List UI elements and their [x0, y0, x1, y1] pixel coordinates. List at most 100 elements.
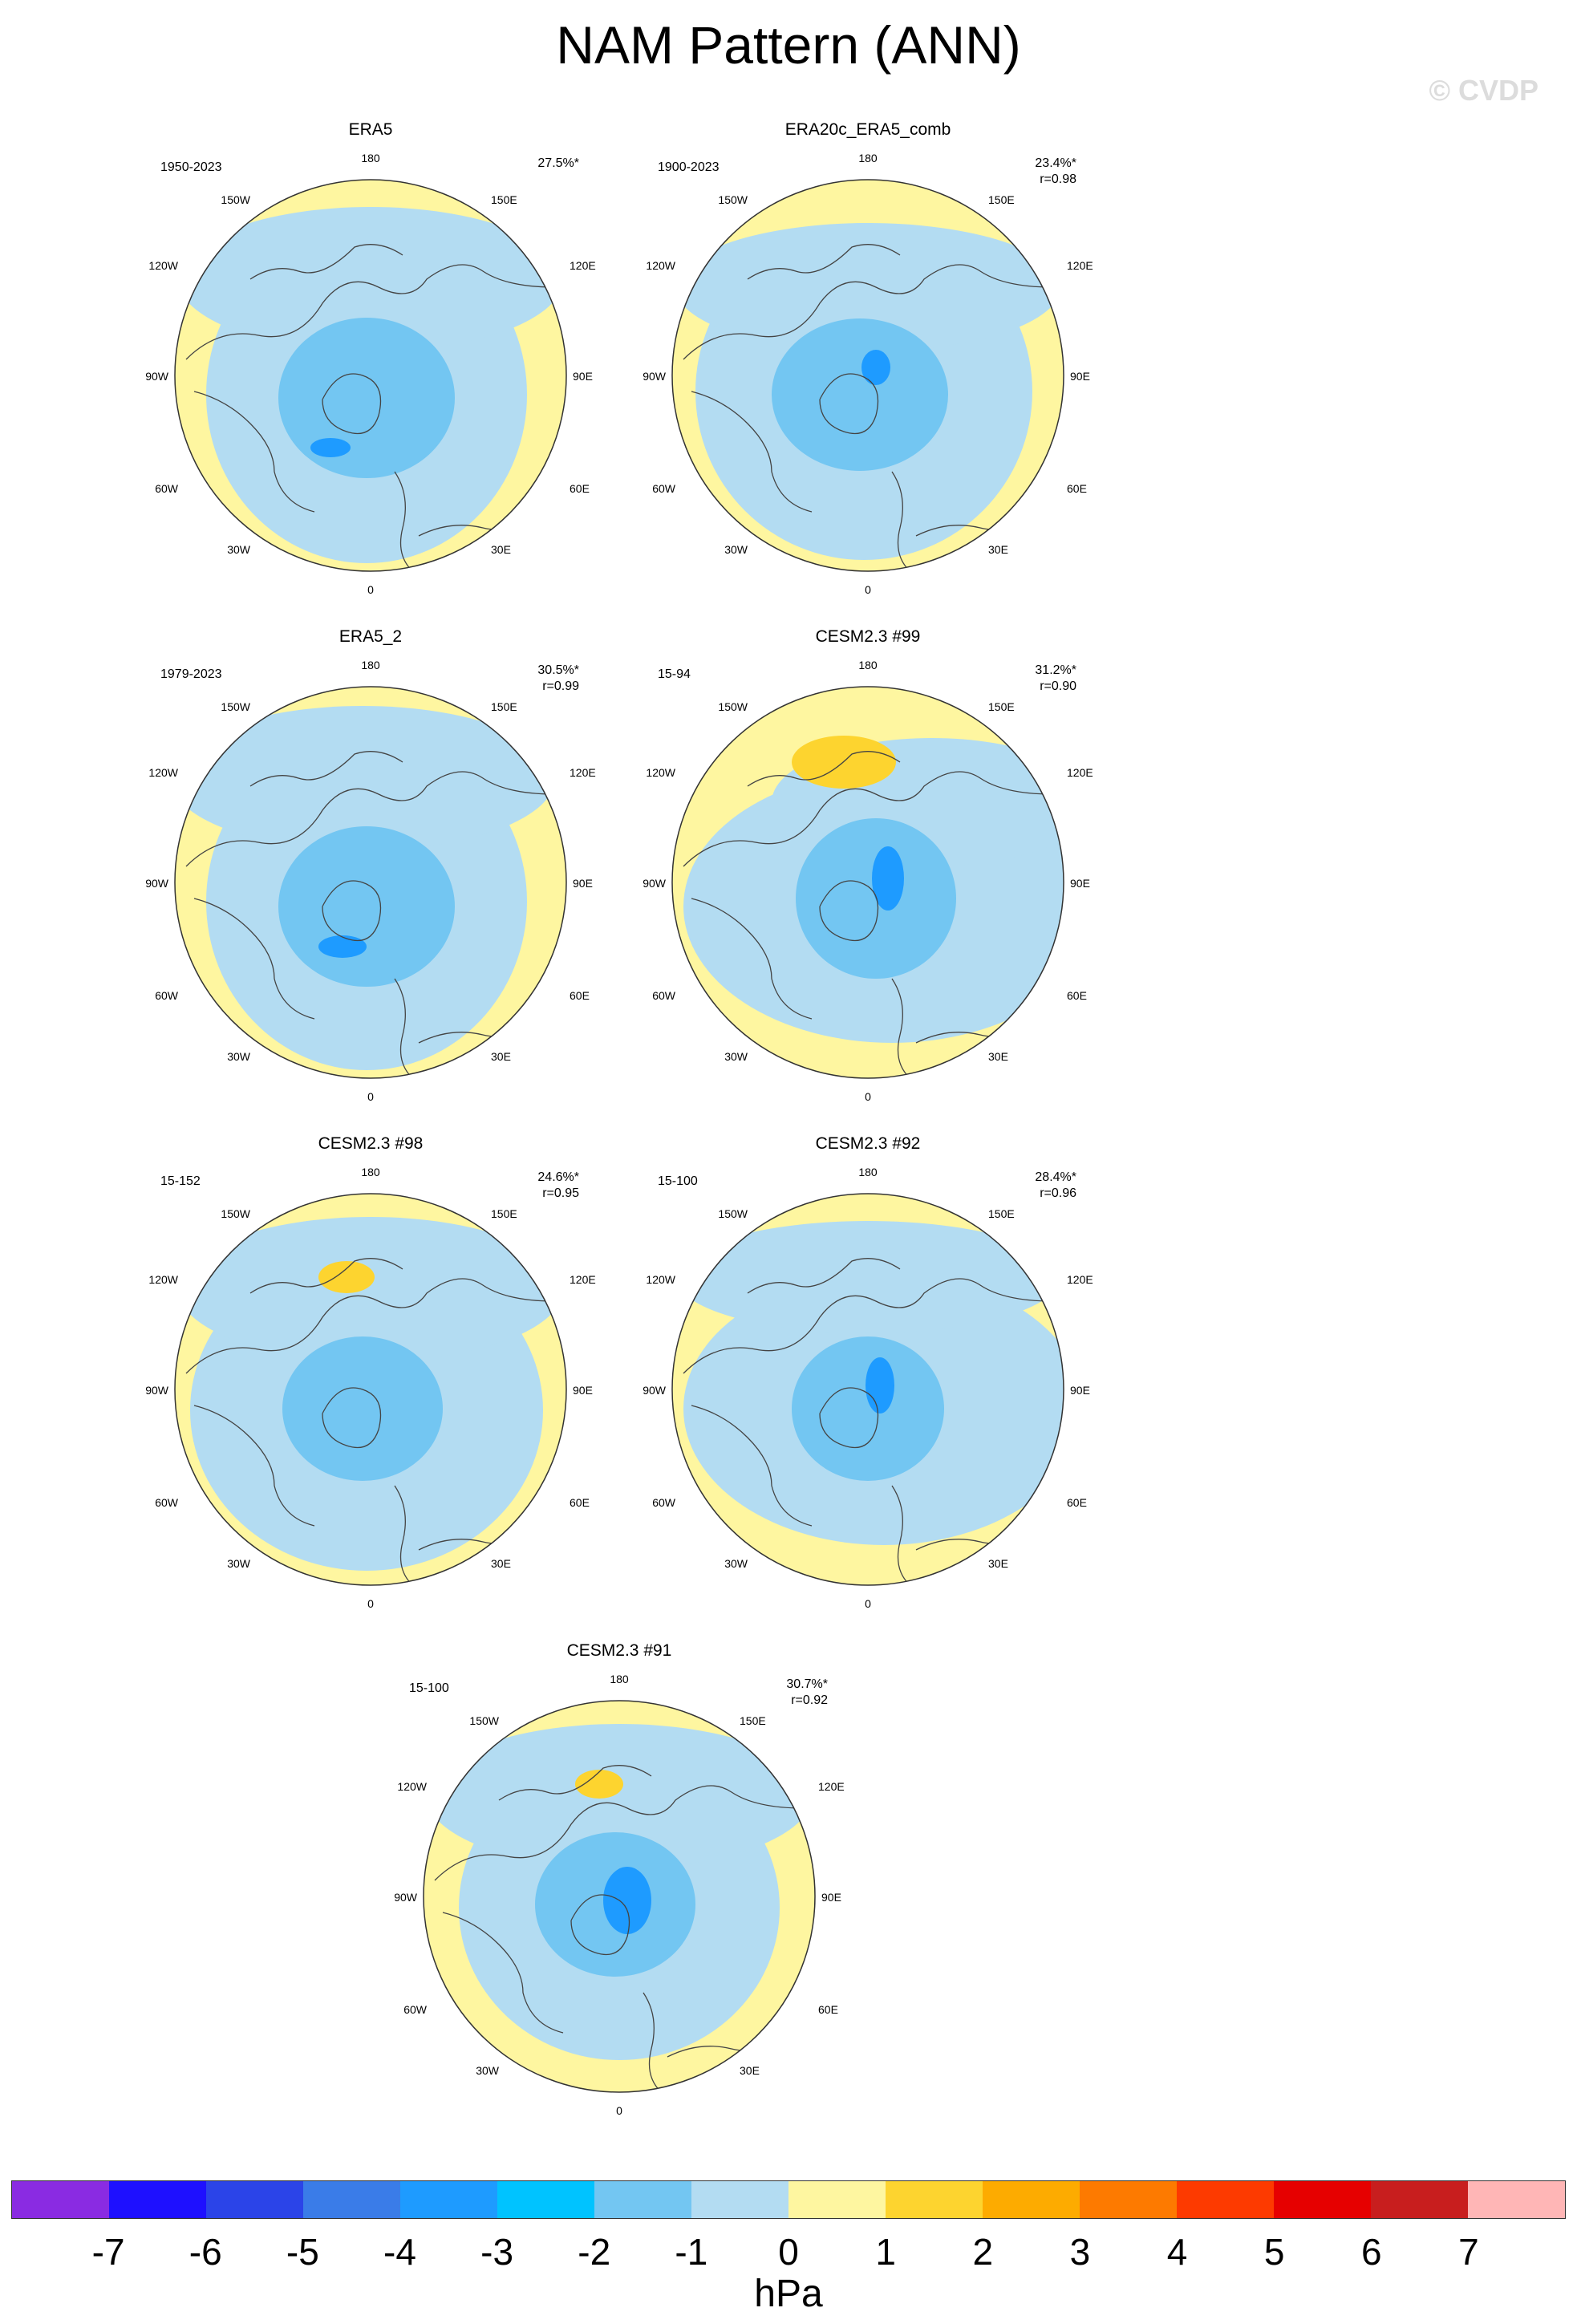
anomaly-region [310, 438, 351, 457]
longitude-label: 30E [491, 1050, 511, 1063]
panel-correlation: r=0.92 [791, 1693, 828, 1707]
longitude-label: 0 [367, 1597, 374, 1610]
longitude-label: 180 [361, 1166, 380, 1178]
longitude-label: 90W [394, 1891, 418, 1904]
longitude-label: 180 [361, 152, 380, 164]
longitude-label: 150W [221, 700, 250, 713]
colorbar [11, 2180, 1566, 2219]
colorbar-tick-label: -6 [189, 2231, 222, 2273]
panel-period: 15-100 [658, 1174, 698, 1188]
map-border [671, 179, 1064, 572]
coastline [683, 1258, 1064, 1585]
colorbar-tick-label: -1 [675, 2231, 708, 2273]
longitude-label: 30W [476, 2064, 500, 2077]
coastline [434, 1765, 815, 2092]
longitude-label: 150E [988, 700, 1015, 713]
colorbar-tick-label: -5 [286, 2231, 319, 2273]
colorbar-tick-label: -4 [383, 2231, 416, 2273]
anomaly-region [792, 1336, 944, 1481]
longitude-label: 90E [1070, 877, 1090, 890]
longitude-label: 30E [491, 1557, 511, 1570]
longitude-label: 0 [865, 1090, 871, 1103]
longitude-label: 30E [740, 2064, 760, 2077]
polar-map: 180 0 150W 150E 120W 120E 90W 90E 60W 60E 30W 30E [394, 1673, 845, 2117]
map-border [174, 179, 567, 572]
panel-title: ERA5 [348, 120, 393, 139]
longitude-label: 30E [988, 1557, 1008, 1570]
longitude-label: 120E [570, 259, 596, 272]
longitude-label: 0 [865, 583, 871, 596]
colorbar-tick-label: 0 [778, 2231, 799, 2273]
panel-variance: 30.7%* [786, 1677, 828, 1691]
map-panel: ERA5 1950-2023 27.5%* 180 0 150W 150E 120W 120E 9… [0, 120, 741, 634]
colorbar-tick-label: -3 [480, 2231, 514, 2273]
longitude-label: 120W [646, 766, 675, 779]
longitude-label: 150W [718, 193, 748, 206]
longitude-label: 60E [1067, 989, 1087, 1002]
longitude-label: 30W [724, 1050, 748, 1063]
colorbar-box [303, 2181, 400, 2218]
longitude-label: 120W [397, 1780, 427, 1793]
main-title: NAM Pattern (ANN) [556, 15, 1021, 75]
colorbar-tick-label: 4 [1166, 2231, 1188, 2273]
map-border [671, 686, 1064, 1079]
colorbar-tick-label: -7 [91, 2231, 125, 2273]
colorbar-tick-label: -2 [578, 2231, 611, 2273]
longitude-label: 150E [740, 1714, 766, 1727]
longitude-label: 90W [145, 1384, 169, 1397]
longitude-label: 180 [858, 152, 878, 164]
longitude-label: 150W [221, 1207, 250, 1220]
longitude-label: 30W [227, 1557, 251, 1570]
colorbar-box [109, 2181, 206, 2218]
colorbar-tick-label: 6 [1360, 2231, 1382, 2273]
longitude-label: 60W [403, 2003, 428, 2016]
longitude-label: 90E [821, 1891, 841, 1904]
polar-map: 180 0 150W 150E 120W 120E 90W 90E 60W 60E 30W 30E [145, 152, 596, 596]
anomaly-region [178, 1217, 563, 1361]
longitude-label: 60W [155, 1496, 179, 1509]
panel-period: 15-152 [160, 1174, 201, 1188]
panel-variance: 27.5%* [537, 156, 579, 170]
longitude-label: 150W [718, 700, 748, 713]
longitude-label: 90E [1070, 370, 1090, 383]
anomaly-region [318, 1261, 375, 1293]
colorbar-tick-label: 5 [1263, 2231, 1285, 2273]
coastline [683, 751, 1064, 1078]
panel-correlation: r=0.90 [1040, 679, 1076, 693]
colorbar-box [594, 2181, 691, 2218]
colorbar-labels: -7 -6 -5 -4 -3 -2 -1 0 1 2 3 4 5 6 7 [11, 2230, 1566, 2278]
longitude-label: 150W [469, 1714, 499, 1727]
map-panel: ERA20c_ERA5_comb 1900-2023 23.4%* r=0.98 180… [497, 120, 1238, 634]
colorbar-box [1177, 2181, 1274, 2218]
panel-variance: 23.4%* [1035, 156, 1076, 170]
longitude-label: 120W [148, 766, 178, 779]
colorbar-tick-label: 7 [1458, 2231, 1479, 2273]
longitude-label: 60W [652, 989, 676, 1002]
map-border [423, 1700, 816, 2093]
longitude-label: 120E [570, 1273, 596, 1286]
map-panel: CESM2.3 #91 15-100 30.7%* r=0.92 180 0 150W 150… [249, 1641, 990, 2155]
watermark: © CVDP [1429, 74, 1538, 107]
map-panel: ERA5_2 1979-2023 30.5%* r=0.99 180 0 150W 150E 1… [0, 627, 741, 1141]
colorbar-box [1468, 2181, 1565, 2218]
panel-period: 1950-2023 [160, 160, 222, 174]
panel-period: 15-100 [409, 1681, 449, 1695]
longitude-label: 60W [652, 1496, 676, 1509]
longitude-label: 120W [148, 1273, 178, 1286]
longitude-label: 0 [367, 583, 374, 596]
panel-stats: 30.7%* r=0.92 [716, 1677, 828, 1709]
anomaly-region [175, 706, 555, 850]
longitude-label: 150E [491, 1207, 517, 1220]
panel-correlation: r=0.98 [1040, 172, 1076, 186]
panel-period: 1900-2023 [658, 160, 720, 174]
longitude-label: 90W [643, 370, 667, 383]
panel-stats: 24.6%* r=0.95 [467, 1170, 579, 1202]
anomaly-region [872, 846, 904, 911]
colorbar-box [1080, 2181, 1177, 2218]
longitude-label: 30W [227, 1050, 251, 1063]
longitude-label: 180 [858, 659, 878, 671]
anomaly-region [603, 1867, 651, 1934]
colorbar-box [886, 2181, 983, 2218]
longitude-label: 60W [155, 482, 179, 495]
coastline [185, 1258, 566, 1585]
